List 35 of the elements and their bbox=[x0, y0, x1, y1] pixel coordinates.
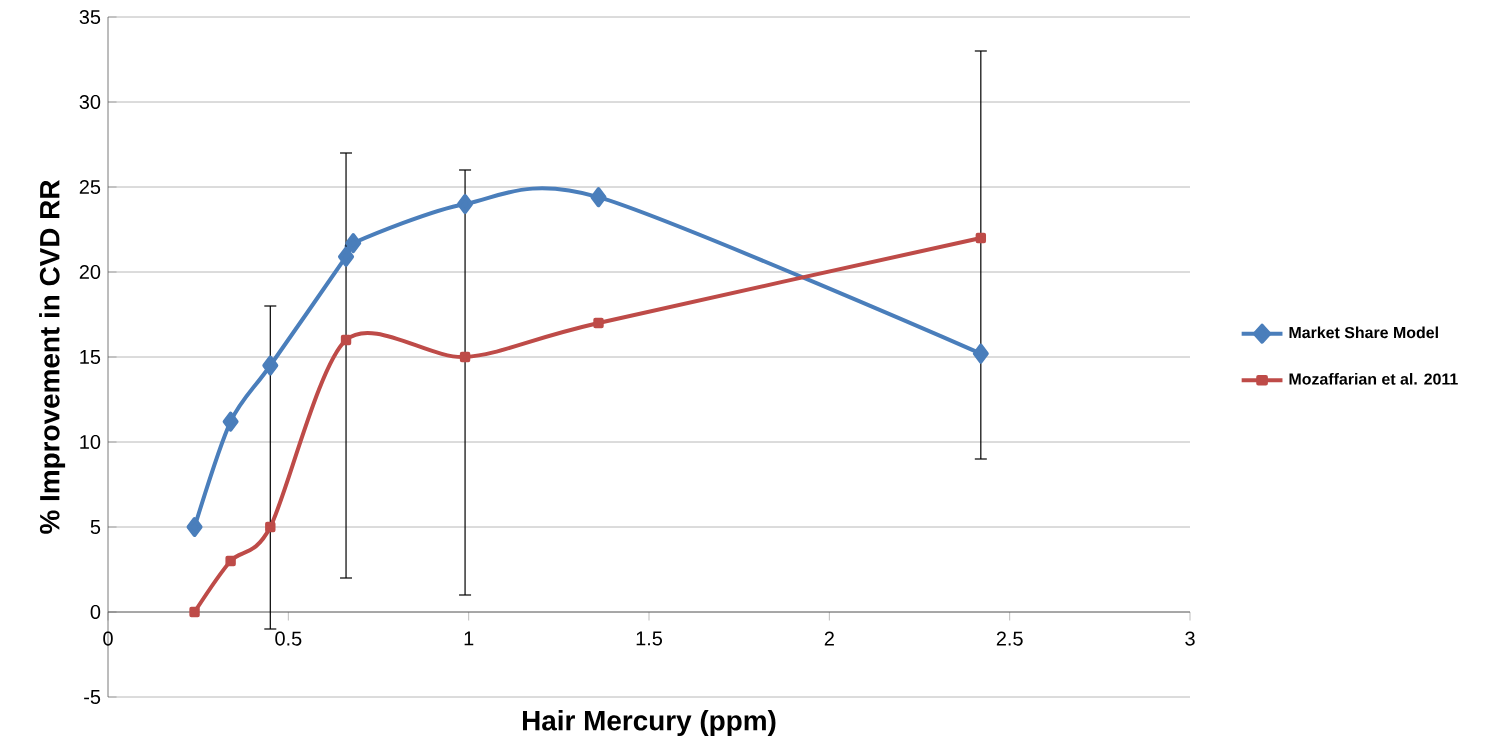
x-tick-label: 1 bbox=[464, 631, 474, 646]
y-tick-label: 0 bbox=[90, 604, 101, 620]
x-tick-label: 2.5 bbox=[996, 631, 1023, 646]
point bbox=[459, 351, 471, 363]
x-tick-label: 3 bbox=[1185, 631, 1195, 646]
y-tick-label: 35 bbox=[79, 9, 101, 25]
x-tick-label: 0 bbox=[103, 631, 113, 646]
point bbox=[590, 187, 607, 208]
point bbox=[189, 606, 200, 618]
y-tick-label: -5 bbox=[84, 690, 101, 704]
point bbox=[972, 343, 989, 364]
x-axis-title: Hair Mercury (ppm) bbox=[523, 710, 776, 737]
point bbox=[975, 232, 987, 244]
point bbox=[338, 246, 355, 267]
point bbox=[262, 355, 279, 376]
legend-label: Mozaffarian et al. 2011 bbox=[1289, 372, 1458, 385]
point bbox=[457, 194, 474, 214]
y-tick-label: 25 bbox=[79, 179, 101, 195]
x-tick-label: 1.5 bbox=[636, 631, 663, 646]
point bbox=[222, 411, 239, 432]
point bbox=[593, 317, 604, 329]
y-tick-label: 20 bbox=[79, 264, 101, 280]
point bbox=[340, 334, 352, 346]
point bbox=[186, 517, 203, 537]
y-tick-label: 30 bbox=[79, 94, 101, 110]
point bbox=[345, 233, 362, 254]
y-axis-title: % Improvement in CVD RR bbox=[39, 180, 66, 534]
y-tick-label: 15 bbox=[80, 350, 101, 364]
x-tick-label: 2 bbox=[824, 631, 834, 646]
x-tick-label: 0.5 bbox=[275, 631, 302, 646]
y-tick-label: 10 bbox=[80, 434, 101, 450]
point bbox=[225, 555, 236, 567]
point bbox=[265, 521, 276, 533]
legend-label: Market Share Model bbox=[1289, 326, 1438, 339]
y-tick-label: 5 bbox=[90, 520, 101, 534]
